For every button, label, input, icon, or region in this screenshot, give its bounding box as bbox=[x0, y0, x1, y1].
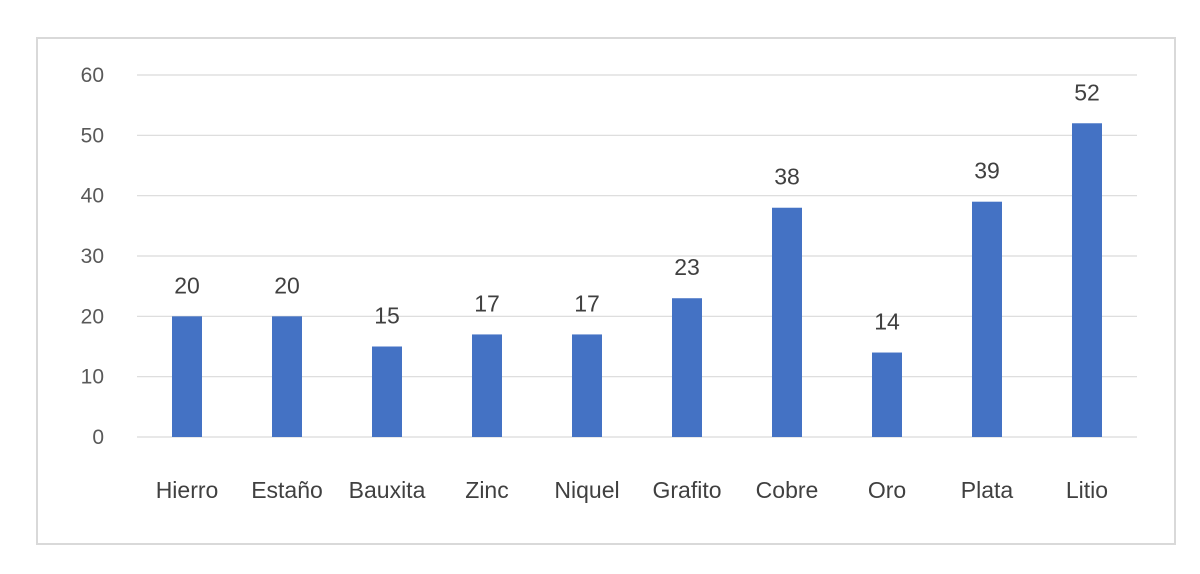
x-tick-label: Cobre bbox=[756, 477, 819, 503]
bar bbox=[172, 316, 202, 437]
x-tick-label: Estaño bbox=[251, 477, 323, 503]
x-tick-label: Zinc bbox=[465, 477, 508, 503]
bar bbox=[972, 201, 1002, 437]
bar bbox=[272, 316, 302, 437]
x-tick-label: Niquel bbox=[554, 477, 619, 503]
bar bbox=[572, 334, 602, 437]
y-tick-label: 30 bbox=[81, 245, 104, 268]
data-label: 23 bbox=[674, 254, 700, 280]
data-label: 20 bbox=[274, 272, 300, 298]
y-tick-label: 50 bbox=[81, 124, 104, 147]
bar bbox=[672, 298, 702, 437]
data-label: 20 bbox=[174, 272, 200, 298]
bar bbox=[472, 334, 502, 437]
bar bbox=[772, 207, 802, 437]
x-tick-label: Oro bbox=[868, 477, 906, 503]
y-tick-label: 40 bbox=[81, 185, 104, 208]
y-tick-label: 60 bbox=[81, 64, 104, 87]
data-label: 17 bbox=[474, 290, 500, 316]
x-tick-label: Plata bbox=[961, 477, 1014, 503]
data-label: 38 bbox=[774, 164, 800, 190]
data-label: 39 bbox=[974, 158, 1000, 184]
x-tick-label: Hierro bbox=[156, 477, 219, 503]
data-label: 14 bbox=[874, 309, 900, 335]
data-label: 15 bbox=[374, 303, 400, 329]
y-tick-label: 20 bbox=[81, 305, 104, 328]
x-tick-label: Grafito bbox=[652, 477, 721, 503]
data-label: 17 bbox=[574, 290, 600, 316]
x-tick-label: Litio bbox=[1066, 477, 1108, 503]
bar bbox=[872, 352, 902, 437]
bar bbox=[1072, 123, 1102, 438]
data-label: 52 bbox=[1074, 79, 1100, 105]
x-tick-label: Bauxita bbox=[349, 477, 426, 503]
y-tick-label: 0 bbox=[92, 426, 104, 449]
bar bbox=[372, 346, 402, 437]
y-tick-label: 10 bbox=[81, 366, 104, 389]
